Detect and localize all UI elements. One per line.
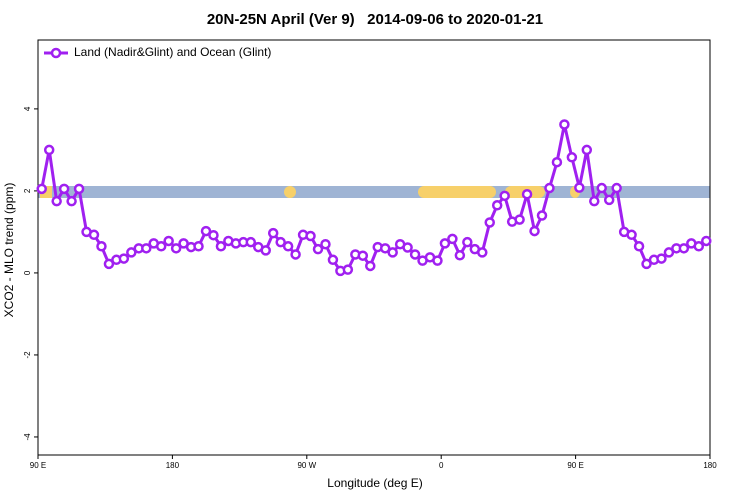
data-point bbox=[305, 230, 316, 242]
legend-label: Land (Nadir&Glint) and Ocean (Glint) bbox=[74, 45, 271, 59]
data-point bbox=[701, 235, 712, 247]
data-point bbox=[663, 247, 675, 258]
data-point bbox=[312, 243, 324, 255]
data-point bbox=[245, 236, 257, 248]
y-axis-label: XCO2 - MLO trend (ppm) bbox=[2, 183, 16, 318]
data-point bbox=[118, 253, 130, 264]
data-point bbox=[581, 144, 593, 156]
data-point bbox=[43, 144, 55, 156]
data-point bbox=[596, 182, 607, 194]
data-point bbox=[275, 236, 286, 248]
data-point bbox=[88, 229, 100, 241]
data-point bbox=[544, 182, 555, 194]
data-point bbox=[529, 225, 540, 237]
data-point bbox=[499, 190, 510, 202]
data-point bbox=[521, 188, 533, 200]
data-point bbox=[208, 229, 219, 241]
y-tick-label: 2 bbox=[23, 188, 32, 193]
data-point bbox=[514, 214, 525, 225]
y-tick-label: 4 bbox=[23, 106, 32, 111]
data-point bbox=[163, 235, 174, 247]
data-point bbox=[365, 260, 376, 272]
data-point bbox=[155, 241, 167, 252]
data-point bbox=[36, 183, 47, 195]
data-point bbox=[678, 243, 690, 254]
data-point bbox=[51, 195, 62, 207]
data-point bbox=[603, 194, 615, 206]
data-point bbox=[126, 247, 137, 258]
x-tick-label: 180 bbox=[703, 461, 717, 470]
data-point bbox=[484, 217, 495, 228]
data-point bbox=[641, 258, 652, 270]
data-point bbox=[454, 250, 466, 261]
x-tick-label: 0 bbox=[439, 461, 444, 470]
data-point bbox=[193, 241, 204, 252]
data-point bbox=[290, 249, 301, 260]
data-point bbox=[387, 247, 398, 258]
x-tick-label: 90 W bbox=[297, 461, 316, 470]
data-point bbox=[574, 182, 585, 193]
surface-strip bbox=[38, 186, 710, 198]
y-tick-label: -2 bbox=[23, 351, 32, 359]
data-point bbox=[170, 243, 182, 254]
data-point bbox=[96, 241, 107, 252]
data-point bbox=[141, 243, 152, 254]
legend-marker bbox=[50, 47, 62, 59]
data-point bbox=[462, 236, 473, 248]
data-point bbox=[611, 182, 622, 194]
data-point bbox=[693, 241, 705, 252]
data-point bbox=[432, 255, 443, 266]
data-point bbox=[327, 254, 339, 266]
data-point bbox=[260, 245, 271, 256]
data-point bbox=[200, 225, 212, 237]
data-point bbox=[566, 152, 578, 163]
chart-title: 20N-25N April (Ver 9) 2014-09-06 to 2020… bbox=[207, 11, 543, 28]
x-tick-label: 180 bbox=[166, 461, 180, 470]
data-point bbox=[439, 238, 451, 249]
data-point bbox=[103, 258, 115, 270]
data-point bbox=[447, 233, 458, 245]
data-point bbox=[402, 242, 413, 253]
y-tick-label: -4 bbox=[23, 433, 32, 441]
data-point bbox=[536, 210, 548, 221]
data-point bbox=[656, 253, 667, 264]
x-tick-label: 90 E bbox=[30, 461, 46, 470]
data-point bbox=[320, 238, 331, 250]
data-point bbox=[357, 250, 369, 261]
x-axis-label: Longitude (deg E) bbox=[327, 476, 422, 490]
data-point bbox=[58, 183, 70, 195]
data-point bbox=[589, 195, 600, 207]
y-tick-label: 0 bbox=[23, 270, 32, 275]
plot-frame bbox=[37, 39, 711, 456]
data-point bbox=[66, 195, 77, 207]
data-point bbox=[551, 156, 563, 168]
data-point bbox=[626, 229, 637, 241]
data-point bbox=[282, 241, 294, 252]
x-tick-label: 90 E bbox=[567, 461, 583, 470]
data-point bbox=[559, 119, 570, 130]
data-point bbox=[342, 264, 354, 275]
data-point bbox=[73, 183, 85, 195]
data-point bbox=[379, 243, 391, 254]
data-point bbox=[267, 227, 279, 239]
data-point bbox=[477, 247, 488, 258]
data-point bbox=[491, 200, 503, 211]
data-point bbox=[633, 241, 645, 252]
data-point bbox=[215, 241, 227, 252]
data-point bbox=[409, 249, 421, 260]
